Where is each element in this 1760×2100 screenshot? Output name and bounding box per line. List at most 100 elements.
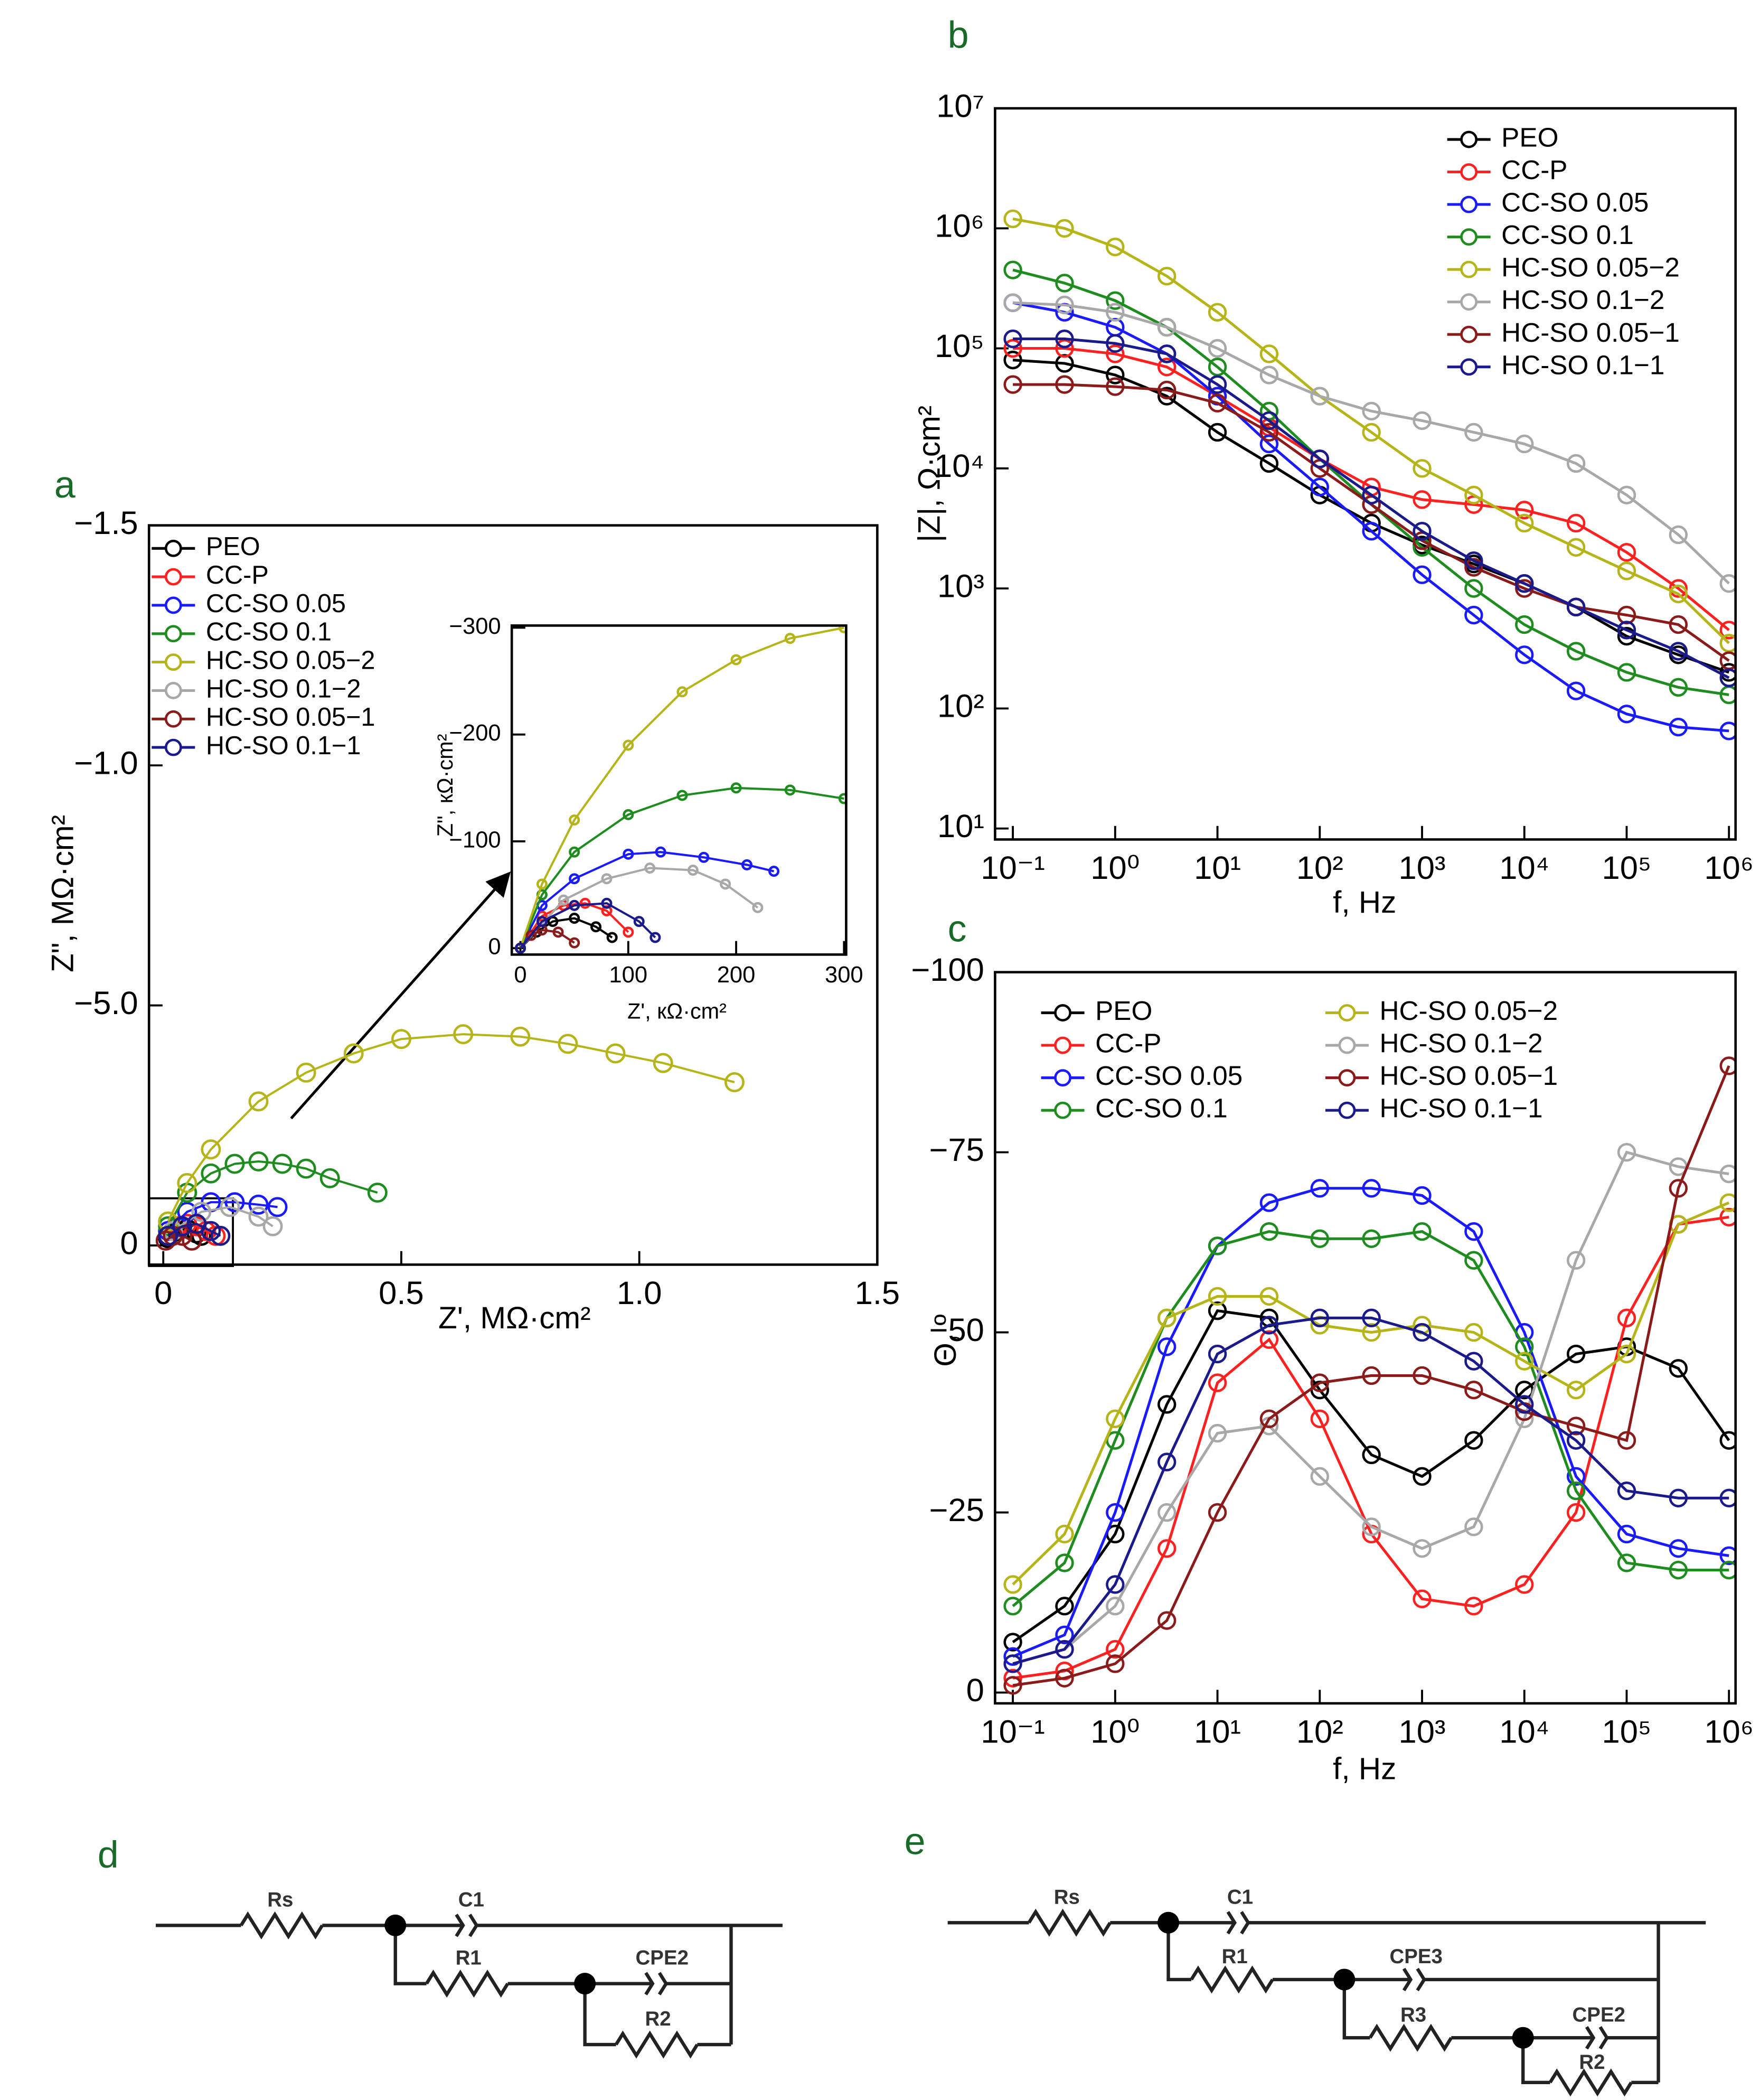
legend-marker	[1460, 163, 1478, 181]
plot-area	[1003, 209, 1736, 740]
element-label: C1	[458, 1888, 484, 1911]
data-point	[1157, 1539, 1177, 1558]
data-point	[1259, 454, 1279, 473]
y-tick-label: 10¹	[937, 808, 984, 845]
legend-marker	[1460, 195, 1478, 213]
data-point	[248, 1206, 269, 1227]
data-point	[687, 865, 699, 876]
data-point	[1719, 1546, 1736, 1565]
legend-marker	[164, 653, 182, 671]
data-point	[1106, 365, 1125, 385]
data-point	[569, 873, 580, 885]
panel-label: d	[98, 1834, 119, 1876]
data-point	[1106, 1597, 1125, 1616]
resistor	[1368, 2023, 1453, 2052]
data-point	[172, 1216, 193, 1236]
x-tick-label: 10⁰	[1090, 850, 1140, 886]
data-point	[569, 846, 580, 858]
data-point	[1055, 375, 1074, 394]
data-point	[1055, 329, 1074, 349]
data-point	[623, 848, 634, 860]
data-point	[1310, 1229, 1329, 1248]
data-point	[510, 1026, 531, 1047]
y-axis-label: |Z|, Ω·cm²	[912, 406, 946, 542]
data-point	[1259, 1409, 1279, 1428]
legend-label: PEO	[1095, 996, 1152, 1026]
legend-marker	[1460, 130, 1478, 148]
x-tick-label: 0	[154, 1275, 172, 1311]
data-point	[1259, 365, 1279, 385]
data-point	[1413, 1366, 1432, 1385]
x-tick-label: 10⁴	[1499, 1714, 1549, 1750]
data-point	[623, 926, 634, 938]
data-point	[1669, 615, 1688, 634]
data-point	[1259, 434, 1279, 454]
y-tick-label: −300	[449, 614, 501, 639]
data-point	[1157, 380, 1177, 400]
y-tick-label: −200	[449, 720, 501, 746]
data-point	[1362, 1366, 1381, 1385]
node	[1157, 1911, 1180, 1934]
data-point	[1055, 274, 1074, 293]
data-point	[1719, 1488, 1736, 1507]
legend-label: PEO	[206, 532, 260, 561]
data-point	[1719, 634, 1736, 653]
data-point	[1515, 1337, 1534, 1356]
data-point	[1413, 1539, 1432, 1558]
element-label: R3	[1400, 2003, 1426, 2026]
data-point	[1464, 1323, 1483, 1342]
data-point	[1157, 1452, 1177, 1471]
data-point	[224, 1154, 245, 1174]
data-point	[1515, 434, 1534, 454]
y-tick-label: −100	[449, 827, 501, 852]
legend-label: HC-SO 0.05−2	[206, 646, 375, 674]
resistor	[614, 2030, 699, 2059]
plot-area	[1003, 1056, 1736, 1695]
data-point	[1464, 485, 1483, 504]
legend-label: CC-SO 0.1	[1501, 220, 1634, 250]
data-point	[1464, 1251, 1483, 1270]
data-point	[1464, 423, 1483, 442]
y-tick-label: 0	[966, 1672, 984, 1709]
data-point	[1208, 358, 1227, 377]
data-point	[1617, 1431, 1636, 1450]
data-point	[644, 862, 656, 874]
data-point	[1617, 1344, 1636, 1364]
plot-frame	[994, 107, 1737, 841]
data-point	[605, 1043, 626, 1064]
data-point	[1362, 1229, 1381, 1248]
fit-line	[1012, 1309, 1730, 1644]
data-point	[1464, 558, 1483, 577]
data-point	[676, 790, 688, 801]
data-point	[650, 932, 661, 943]
data-point	[1157, 1503, 1177, 1522]
data-point	[1617, 543, 1636, 562]
data-point	[1106, 303, 1125, 322]
chart: 10⁻¹ 10⁰ 10¹ 10² 10³ 10⁴ 10⁵ 10⁶ 10¹ 10² 10³ 10⁴ 10⁵…	[912, 88, 1754, 920]
legend-label: CC-SO 0.05	[1095, 1061, 1243, 1091]
y-tick-label: 10⁶	[935, 208, 984, 245]
data-point	[601, 897, 613, 909]
data-point	[1669, 525, 1688, 545]
y-tick-label: −50	[929, 1312, 984, 1348]
resistor	[1190, 1965, 1274, 1994]
data-point	[1157, 1337, 1177, 1356]
element-label: R2	[1579, 2051, 1605, 2074]
legend-marker	[1054, 1036, 1071, 1054]
data-point	[1464, 1222, 1483, 1241]
data-point	[1413, 490, 1432, 509]
legend-label: CC-SO 0.05	[1501, 188, 1649, 218]
data-point	[1566, 1344, 1586, 1364]
element-label: CPE2	[636, 1947, 689, 1970]
data-point	[224, 1192, 245, 1213]
x-tick-label: 10⁶	[1704, 850, 1754, 886]
y-tick-label: −25	[929, 1492, 984, 1529]
data-point	[1566, 681, 1586, 700]
element-label: R1	[1222, 1945, 1248, 1968]
element-label: CPE2	[1573, 2003, 1625, 2026]
cpe	[1585, 2026, 1609, 2050]
data-point	[1362, 1517, 1381, 1536]
data-point	[838, 625, 846, 633]
data-point	[1413, 459, 1432, 478]
